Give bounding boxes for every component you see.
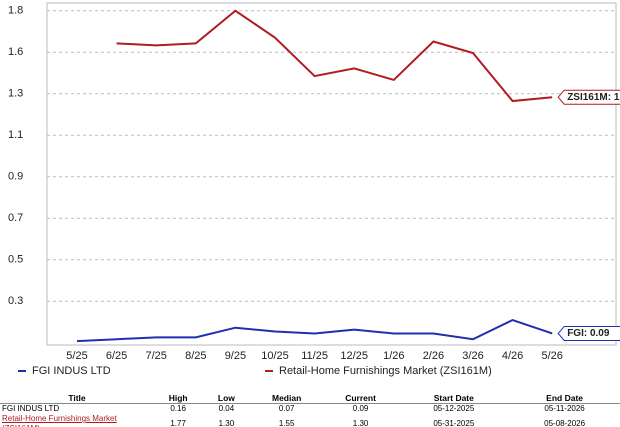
series-line bbox=[76, 318, 553, 343]
table-cell: 0.09 bbox=[352, 404, 369, 413]
x-tick-label: 10/25 bbox=[261, 350, 289, 362]
y-tick-label: 1.1 bbox=[8, 129, 23, 141]
y-tick-label: 1.3 bbox=[8, 88, 23, 100]
x-tick-label: 9/25 bbox=[225, 350, 246, 362]
y-tick-label: 0.3 bbox=[8, 295, 23, 307]
y-tick-label: 1.8 bbox=[8, 5, 23, 17]
table-cell: 05-31-2025 bbox=[433, 419, 475, 427]
table-header-cell: Title bbox=[0, 393, 154, 404]
x-tick-label: 7/25 bbox=[145, 350, 166, 362]
x-tick-label: 8/25 bbox=[185, 350, 206, 362]
x-tick-label: 12/25 bbox=[340, 350, 368, 362]
table-cell: 0.16 bbox=[170, 404, 186, 413]
y-tick-label: 1.6 bbox=[8, 46, 23, 58]
y-tick-label: 0.7 bbox=[8, 212, 23, 224]
end-label-box bbox=[557, 325, 620, 341]
end-label: FGI: 0.09 bbox=[557, 325, 620, 341]
table-cell: 1.77 bbox=[170, 419, 186, 427]
legend-label: FGI INDUS LTD bbox=[32, 365, 111, 377]
table-header-cell: High bbox=[154, 393, 203, 404]
table-cell: 0.04 bbox=[218, 404, 235, 413]
x-tick-label: 1/26 bbox=[383, 350, 404, 362]
table-cell: 1.30 bbox=[352, 419, 369, 427]
end-label-text: FGI: 0.09 bbox=[567, 328, 610, 339]
x-tick-label: 11/25 bbox=[301, 350, 328, 362]
table-cell: 05-12-2025 bbox=[433, 404, 475, 413]
x-tick-label: 5/25 bbox=[66, 350, 87, 362]
plot-frame bbox=[46, 2, 617, 346]
table-row: Retail-Home Furnishings Market (ZSI161M)… bbox=[0, 414, 620, 427]
table-cell: 1.30 bbox=[218, 419, 235, 427]
y-tick-label: 0.5 bbox=[8, 254, 23, 266]
table-cell: Retail-Home Furnishings Market (ZSI161M) bbox=[2, 414, 117, 427]
table-cell: 05-08-2026 bbox=[544, 419, 586, 427]
table-header-cell: Start Date bbox=[398, 393, 510, 404]
x-tick-label: 3/26 bbox=[462, 350, 483, 362]
end-label: ZSI161M: 1.3 bbox=[557, 89, 620, 105]
y-tick-label: 0.9 bbox=[8, 171, 23, 183]
end-label-text: ZSI161M: 1.3 bbox=[567, 92, 620, 103]
table-cell: 0.07 bbox=[278, 404, 295, 413]
table-header-cell: Median bbox=[250, 393, 323, 404]
table-cell: 05-11-2026 bbox=[544, 404, 585, 413]
x-tick-label: 5/26 bbox=[541, 350, 562, 362]
chart: 0.3 0.5 0.7 0.9 1.1 1.3 1.6 1.8 5/25 6/25 7/25 8/25… bbox=[8, 2, 620, 377]
table-cell: FGI INDUS LTD bbox=[2, 404, 60, 413]
x-tick-label: 6/25 bbox=[106, 350, 127, 362]
table-cell: 1.55 bbox=[278, 419, 295, 427]
x-tick-label: 4/26 bbox=[502, 350, 523, 362]
table-row: FGI INDUS LTD 0.16 0.04 0.07 0.09 05-12-2025 0… bbox=[0, 404, 620, 415]
legend-label: Retail-Home Furnishings Market (ZSI161M) bbox=[279, 365, 492, 377]
series-line bbox=[116, 9, 553, 103]
end-label-box bbox=[557, 89, 620, 105]
table-header-cell: Current bbox=[322, 393, 399, 404]
table-header-cell: End Date bbox=[509, 393, 620, 404]
table-header-cell: Low bbox=[202, 393, 251, 404]
table-header-row: Title High Low Median Current Start Date End D… bbox=[0, 393, 620, 404]
x-tick-label: 2/26 bbox=[423, 350, 444, 362]
summary-table: Title High Low Median Current Start Date End D… bbox=[0, 393, 620, 427]
